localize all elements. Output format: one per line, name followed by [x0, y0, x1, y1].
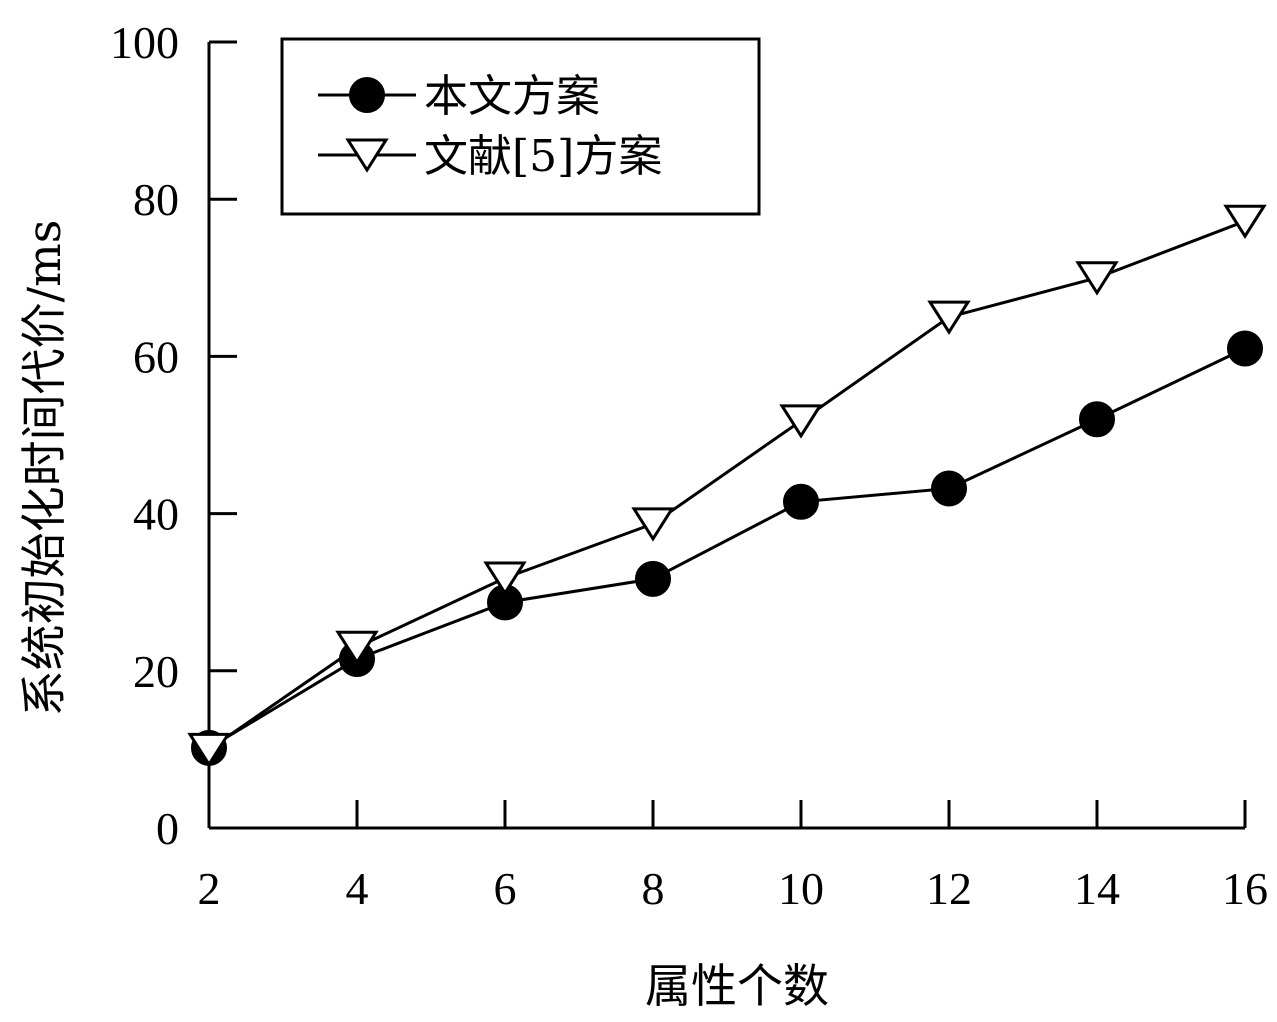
y-tick-label: 80: [133, 174, 179, 225]
data-point: [783, 483, 819, 520]
x-axis-ticks: 2 4 6 8 10 12 14 16: [198, 800, 1268, 914]
y-axis-ticks: 0 20 40 60 80 100: [110, 17, 237, 854]
data-point: [1223, 204, 1267, 240]
x-tick-label: 2: [198, 863, 221, 914]
x-tick-label: 14: [1074, 863, 1120, 914]
y-tick-label: 40: [133, 489, 179, 540]
x-tick-label: 6: [494, 863, 517, 914]
data-point: [635, 560, 671, 597]
data-point: [779, 404, 823, 439]
series-layer: [187, 204, 1267, 768]
axes: [207, 42, 1245, 830]
y-tick-label: 20: [133, 646, 179, 697]
y-axis-title: 系统初始化时间代价/ms: [17, 220, 71, 717]
data-point: [631, 507, 675, 542]
y-tick-label: 100: [110, 17, 179, 68]
series-2: [187, 204, 1267, 768]
data-point: [483, 561, 527, 596]
series-1: [191, 330, 1263, 766]
y-tick-label: 60: [133, 331, 179, 382]
series-line: [208, 347, 1246, 750]
data-point: [1227, 330, 1263, 367]
legend-label: 本文方案: [424, 71, 600, 122]
data-point: [335, 630, 379, 666]
legend-box: [280, 37, 761, 216]
x-tick-label: 8: [642, 863, 665, 914]
x-axis-title: 属性个数: [645, 959, 829, 1013]
data-point: [1079, 401, 1115, 438]
data-point: [187, 732, 231, 768]
x-tick-label: 16: [1222, 863, 1268, 914]
legend-marker: [349, 77, 385, 113]
data-point: [931, 470, 967, 507]
x-tick-label: 12: [926, 863, 972, 914]
series-line: [208, 219, 1246, 751]
legend-label: 文献[5]方案: [424, 131, 662, 182]
legend-marker: [345, 138, 389, 173]
data-point: [927, 300, 971, 335]
x-tick-label: 4: [346, 863, 369, 914]
y-tick-label: 0: [156, 803, 179, 854]
x-tick-label: 10: [778, 863, 824, 914]
data-point: [1075, 261, 1119, 296]
